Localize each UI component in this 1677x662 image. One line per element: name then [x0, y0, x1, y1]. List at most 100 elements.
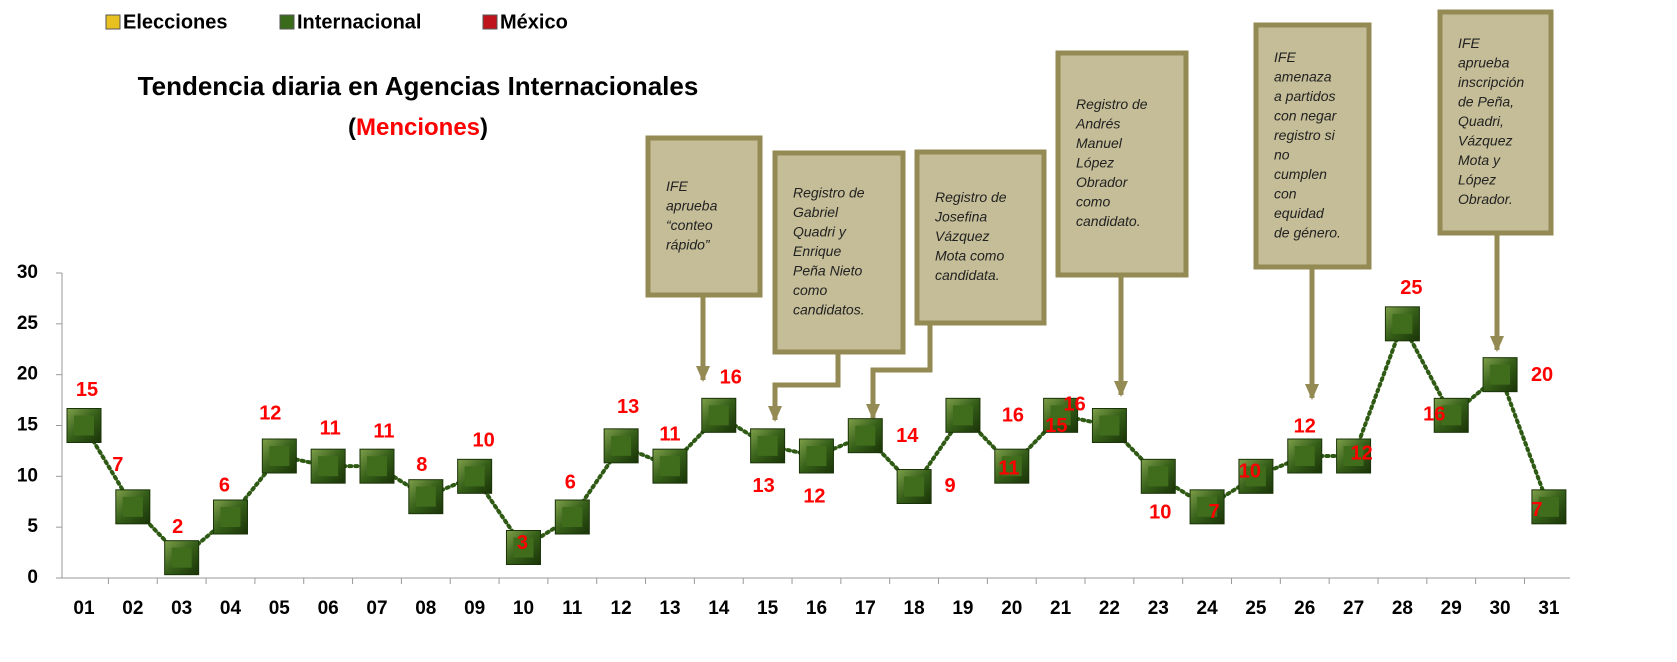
marker — [457, 458, 493, 494]
marker-inner — [659, 456, 680, 477]
data-label: 12 — [1294, 415, 1316, 437]
data-label: 20 — [1531, 364, 1553, 386]
annotation-text: López — [1458, 172, 1496, 188]
annotation-text: Vázquez — [935, 228, 989, 244]
marker-inner — [220, 507, 241, 527]
y-tick-label: 30 — [17, 262, 38, 283]
legend-swatch — [279, 14, 295, 30]
data-label: 12 — [259, 402, 281, 424]
marker — [164, 540, 200, 576]
marker-inner — [269, 446, 290, 466]
arrow-head — [1114, 381, 1128, 397]
x-tick-label: 26 — [1294, 598, 1315, 619]
marker — [750, 428, 786, 464]
marker — [1384, 306, 1420, 342]
data-label: 16 — [1423, 404, 1445, 426]
annotation-text: Quadri, — [1458, 113, 1504, 129]
data-label: 10 — [1149, 502, 1171, 524]
data-label: 16 — [720, 367, 742, 389]
legend-swatch — [105, 14, 121, 30]
chart-title: Tendencia diaria en Agencias Internacion… — [138, 71, 699, 101]
x-tick-label: 12 — [611, 598, 632, 619]
marker-outer — [212, 499, 248, 535]
x-tick-label: 25 — [1245, 598, 1267, 619]
legend-label: Internacional — [297, 11, 421, 33]
marker-inner — [904, 476, 925, 497]
marker — [1043, 397, 1079, 433]
x-tick-label: 16 — [806, 598, 827, 619]
x-tick-label: 28 — [1392, 598, 1413, 619]
data-label: 2 — [172, 516, 183, 538]
data-label: 12 — [1350, 442, 1372, 464]
marker — [847, 418, 883, 454]
marker-inner — [1050, 405, 1071, 426]
marker-inner — [1245, 466, 1266, 487]
marker-inner — [464, 466, 485, 487]
annotation-text: de Peña, — [1458, 94, 1514, 110]
marker — [1336, 438, 1372, 474]
annotation-text: IFE — [666, 178, 688, 194]
data-label: 16 — [1063, 394, 1085, 416]
annotation-text: Enrique — [793, 243, 841, 259]
chart-subtitle: (Menciones) — [348, 114, 488, 141]
marker — [896, 469, 932, 504]
annotation-text: aprueba — [1458, 55, 1510, 71]
data-label: 12 — [803, 485, 825, 507]
marker-inner — [171, 547, 192, 568]
annotation-text: equidad — [1274, 205, 1325, 221]
annotation-text: candidato. — [1076, 213, 1141, 229]
marker-inner — [952, 405, 973, 426]
x-tick-label: 13 — [659, 598, 680, 619]
marker-inner — [806, 446, 827, 466]
annotation-text: Vázquez — [1458, 133, 1512, 149]
annotation-text: no — [1274, 146, 1290, 162]
annotation-text: IFE — [1458, 35, 1480, 51]
data-label: 11 — [998, 457, 1019, 479]
annotation-text: IFE — [1274, 49, 1296, 65]
data-label: 7 — [112, 454, 123, 476]
annotation-box — [914, 149, 1047, 326]
y-tick-label: 5 — [27, 516, 38, 537]
marker — [994, 448, 1030, 484]
marker-inner — [1294, 446, 1315, 466]
data-label: 15 — [76, 379, 98, 401]
marker-inner — [318, 456, 339, 477]
annotation-text: Peña Nieto — [793, 263, 862, 279]
marker — [1238, 458, 1274, 494]
arrow-head — [1490, 336, 1504, 352]
marker-inner — [611, 435, 632, 456]
x-tick-label: 15 — [757, 598, 779, 619]
annotation-box — [1437, 9, 1554, 236]
legend-label: Elecciones — [123, 11, 228, 33]
marker — [1531, 489, 1567, 525]
x-tick-label: 09 — [464, 598, 485, 619]
data-label: 11 — [659, 423, 680, 445]
annotation-text: Mota como — [935, 248, 1004, 264]
marker-inner — [74, 415, 94, 436]
annotation-text: Registro de — [1076, 96, 1148, 112]
marker — [798, 438, 834, 474]
x-tick-label: 24 — [1197, 598, 1219, 619]
x-tick-label: 21 — [1050, 598, 1072, 619]
data-label: 25 — [1400, 277, 1422, 299]
annotation-text: Obrador — [1076, 174, 1129, 190]
annotation-text: Quadri y — [793, 224, 847, 240]
x-tick-label: 27 — [1343, 598, 1364, 619]
marker-inner — [1538, 496, 1559, 517]
x-tick-label: 03 — [171, 598, 192, 619]
annotation-text: Registro de — [935, 189, 1007, 205]
marker — [701, 397, 737, 433]
annotation-text: candidata. — [935, 267, 1000, 283]
data-label: 13 — [617, 396, 639, 418]
x-tick-label: 18 — [904, 598, 925, 619]
data-label: 11 — [373, 420, 394, 442]
marker — [115, 489, 151, 525]
marker-inner — [1441, 405, 1462, 426]
y-tick-label: 20 — [17, 364, 38, 385]
marker — [603, 428, 639, 464]
marker — [408, 479, 444, 515]
legend-label: México — [500, 11, 568, 33]
marker-inner — [1099, 415, 1120, 436]
marker-inner — [1392, 313, 1413, 334]
marker-inner — [855, 425, 876, 446]
